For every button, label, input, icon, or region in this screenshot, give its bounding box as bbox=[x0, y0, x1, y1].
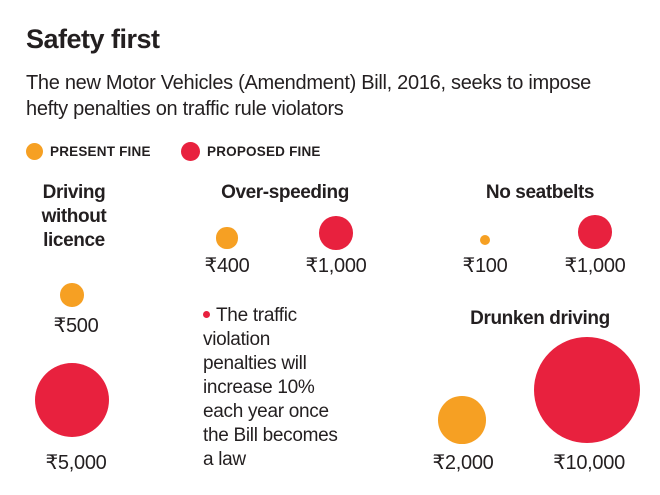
value-proposed-licence: ₹5,000 bbox=[45, 452, 107, 474]
annotation-note: The traffic violation penalties will inc… bbox=[203, 304, 383, 472]
annotation-line: violation bbox=[203, 329, 271, 350]
annotation-line: increase 10% bbox=[203, 377, 315, 398]
legend-proposed-swatch bbox=[181, 141, 200, 161]
value-proposed-seatbelt: ₹1,000 bbox=[564, 255, 626, 277]
legend-present: PRESENT FINE bbox=[26, 140, 151, 162]
category-label-line: Over-speeding bbox=[221, 182, 349, 203]
category-label-seatbelt: No seatbelts bbox=[460, 181, 620, 205]
value-present-licence: ₹500 bbox=[53, 315, 99, 337]
bubble-proposed-drunken bbox=[534, 337, 640, 443]
chart-subtitle: The new Motor Vehicles (Amendment) Bill,… bbox=[26, 72, 592, 120]
category-label-line: licence bbox=[43, 230, 105, 251]
annotation-line: the Bill becomes bbox=[203, 425, 338, 446]
category-label-licence: Driving without licence bbox=[22, 181, 126, 253]
category-label-line: Drunken driving bbox=[470, 308, 610, 329]
category-label-line: No seatbelts bbox=[485, 182, 595, 203]
value-proposed-speeding: ₹1,000 bbox=[305, 255, 367, 277]
value-present-seatbelt: ₹100 bbox=[462, 255, 508, 277]
annotation-bullet bbox=[203, 310, 210, 318]
bubble-present-speeding bbox=[216, 227, 238, 249]
value-present-drunken: ₹2,000 bbox=[432, 452, 494, 474]
annotation-line: a law bbox=[203, 449, 246, 470]
bubble-proposed-seatbelt bbox=[578, 215, 612, 249]
bubble-present-drunken bbox=[438, 396, 486, 444]
bubble-proposed-licence bbox=[34, 362, 110, 438]
value-proposed-drunken: ₹10,000 bbox=[553, 452, 625, 474]
category-label-speeding: Over-speeding bbox=[200, 181, 370, 205]
value-present-speeding: ₹400 bbox=[204, 255, 250, 277]
bubble-present-licence bbox=[60, 283, 84, 307]
category-label-line: Driving bbox=[42, 182, 106, 203]
chart-title: Safety first bbox=[26, 24, 160, 54]
legend-present-label: PRESENT FINE bbox=[50, 143, 151, 159]
annotation-line: each year once bbox=[203, 401, 329, 422]
category-label-drunken: Drunken driving bbox=[440, 307, 640, 331]
bubble-proposed-speeding bbox=[319, 216, 353, 250]
annotation-line: The traffic bbox=[216, 305, 297, 326]
category-label-line: without bbox=[41, 206, 107, 227]
annotation-line: penalties will bbox=[203, 353, 307, 374]
legend-proposed-label: PROPOSED FINE bbox=[207, 143, 321, 159]
legend-present-swatch bbox=[26, 142, 43, 160]
bubble-present-seatbelt bbox=[479, 234, 491, 246]
legend-proposed: PROPOSED FINE bbox=[181, 140, 321, 162]
